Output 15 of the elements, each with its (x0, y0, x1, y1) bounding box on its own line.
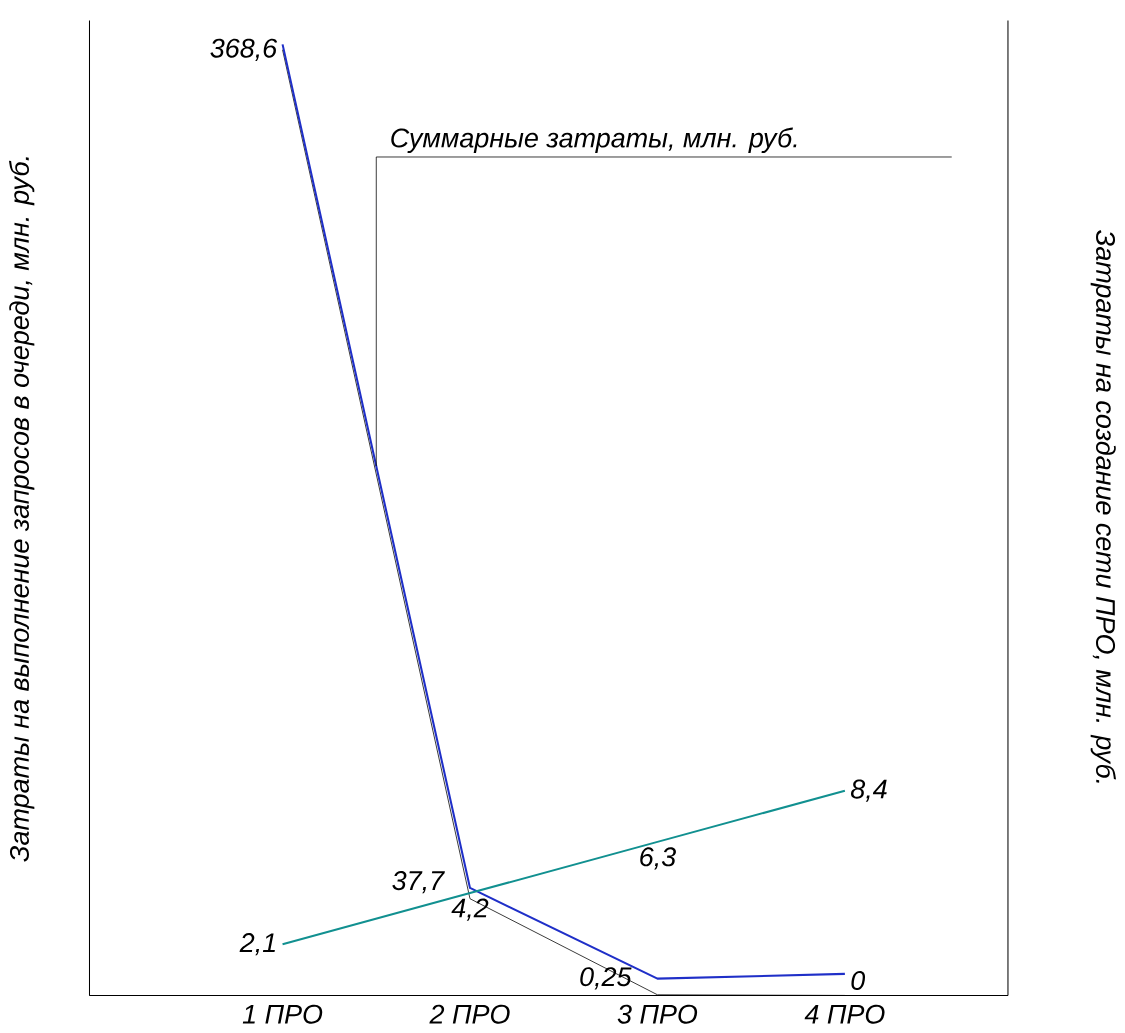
data-label: 0 (851, 971, 866, 991)
text: Суммарные затраты, млн. руб. (391, 127, 797, 154)
data-label: 6,3 (640, 847, 676, 870)
y2-axis-title: Затраты на создание сети ПРО, млн. руб. (1090, 230, 1117, 783)
x-tick-label: 4 ПРО (804, 1004, 885, 1024)
data-label: 37,7 (392, 871, 445, 894)
x-tick-label: 1 ПРО (242, 1004, 323, 1024)
data-label: 4,2 (451, 898, 489, 921)
data-label: 0,25 (580, 967, 632, 990)
data-label: 2,1 (239, 933, 275, 956)
y-axis-title: Затраты на выполнение запросов в очереди, млн. руб. (8, 157, 35, 862)
x-tick-label: 2 ПРО (429, 1004, 510, 1024)
data-label: 8,4 (850, 779, 887, 802)
data-label: 368,6 (210, 38, 278, 62)
x-tick-label: 3 ПРО (617, 1004, 698, 1024)
